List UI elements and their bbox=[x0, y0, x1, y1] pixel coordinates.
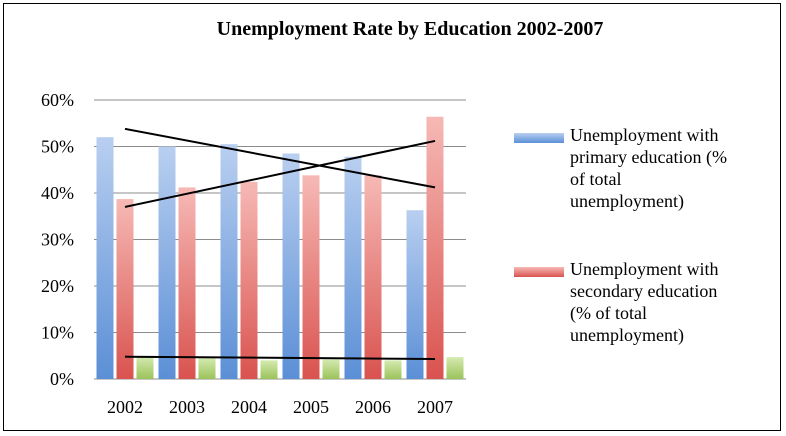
bar-series3 bbox=[198, 358, 216, 379]
bar-series3 bbox=[384, 360, 402, 379]
bar-series1 bbox=[158, 146, 176, 379]
y-tick-label: 20% bbox=[41, 276, 74, 296]
axis-layer: 0% 10% 20% 30% 40% 50% 60% 2002 2003 2004 2005 2006… bbox=[41, 90, 453, 417]
legend-label-series1: of total bbox=[570, 169, 622, 189]
bar-series3 bbox=[446, 357, 464, 379]
legend-label-series2: Unemployment with bbox=[570, 259, 718, 279]
chart-title: Unemployment Rate by Education 2002-2007 bbox=[216, 18, 604, 40]
legend-label-series2: secondary education bbox=[570, 281, 717, 301]
legend-label-series1: Unemployment with bbox=[570, 125, 718, 145]
bar-series1 bbox=[406, 210, 424, 379]
y-tick-label: 10% bbox=[41, 323, 74, 343]
y-tick-label: 50% bbox=[41, 137, 74, 157]
trend-layer bbox=[124, 127, 436, 361]
trendline-series1 bbox=[124, 127, 436, 189]
bar-series3 bbox=[322, 359, 340, 379]
legend-label-series2: unemployment) bbox=[570, 325, 684, 346]
bar-series1 bbox=[344, 156, 362, 379]
grid-layer bbox=[94, 99, 466, 380]
y-tick-label: 30% bbox=[41, 230, 74, 250]
x-tick-label: 2006 bbox=[355, 397, 391, 417]
legend-label-series1: primary education (% bbox=[570, 147, 727, 168]
trendline-series2 bbox=[124, 139, 436, 208]
x-tick-label: 2005 bbox=[293, 397, 329, 417]
bar-series2 bbox=[116, 199, 134, 379]
bar-series1 bbox=[96, 137, 114, 379]
bar-series1 bbox=[220, 144, 238, 379]
bar-series2 bbox=[178, 187, 196, 379]
bar-series2 bbox=[364, 175, 382, 379]
y-tick-label: 0% bbox=[50, 369, 74, 389]
bar-series3 bbox=[136, 356, 154, 379]
y-tick-label: 60% bbox=[41, 90, 74, 110]
bar-series1 bbox=[282, 153, 300, 379]
y-tick-label: 40% bbox=[41, 183, 74, 203]
legend-swatch-series1 bbox=[514, 133, 564, 143]
legend-label-series1: unemployment) bbox=[570, 191, 684, 212]
x-tick-label: 2007 bbox=[417, 397, 453, 417]
legend-swatch-series2 bbox=[514, 267, 564, 277]
legend-label-series2: (% of total bbox=[570, 303, 647, 324]
bar-series2 bbox=[426, 116, 444, 380]
trendline-series3 bbox=[124, 355, 436, 361]
bar-series3 bbox=[260, 360, 278, 379]
bar-series2 bbox=[302, 175, 320, 379]
bar-layer bbox=[96, 116, 464, 380]
x-tick-label: 2002 bbox=[107, 397, 143, 417]
bar-series2 bbox=[240, 181, 258, 379]
x-tick-label: 2003 bbox=[169, 397, 205, 417]
x-tick-label: 2004 bbox=[231, 397, 267, 417]
